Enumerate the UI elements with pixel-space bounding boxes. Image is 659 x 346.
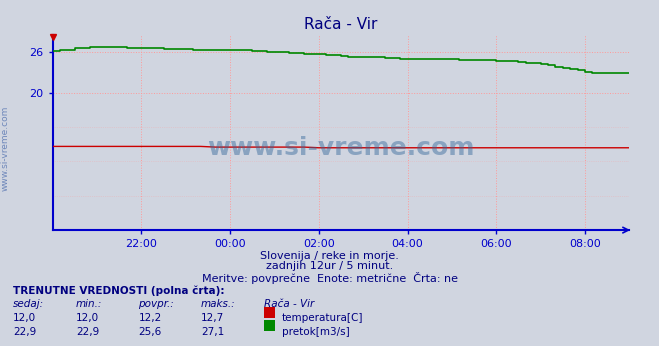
Text: 12,7: 12,7 <box>201 313 224 323</box>
Text: temperatura[C]: temperatura[C] <box>282 313 364 323</box>
Text: 22,9: 22,9 <box>76 327 99 337</box>
Text: povpr.:: povpr.: <box>138 299 174 309</box>
Text: 22,9: 22,9 <box>13 327 36 337</box>
Text: Slovenija / reke in morje.: Slovenija / reke in morje. <box>260 251 399 261</box>
Text: 12,0: 12,0 <box>13 313 36 323</box>
Text: min.:: min.: <box>76 299 102 309</box>
Text: sedaj:: sedaj: <box>13 299 44 309</box>
Text: 12,0: 12,0 <box>76 313 99 323</box>
Text: pretok[m3/s]: pretok[m3/s] <box>282 327 350 337</box>
Text: maks.:: maks.: <box>201 299 236 309</box>
Text: TRENUTNE VREDNOSTI (polna črta):: TRENUTNE VREDNOSTI (polna črta): <box>13 285 225 296</box>
Text: 27,1: 27,1 <box>201 327 224 337</box>
Title: Rača - Vir: Rača - Vir <box>304 17 378 32</box>
Text: 25,6: 25,6 <box>138 327 161 337</box>
Text: 12,2: 12,2 <box>138 313 161 323</box>
Text: www.si-vreme.com: www.si-vreme.com <box>208 136 474 160</box>
Text: zadnjih 12ur / 5 minut.: zadnjih 12ur / 5 minut. <box>266 261 393 271</box>
Text: Rača - Vir: Rača - Vir <box>264 299 314 309</box>
Text: Meritve: povprečne  Enote: metrične  Črta: ne: Meritve: povprečne Enote: metrične Črta:… <box>202 272 457 284</box>
Text: www.si-vreme.com: www.si-vreme.com <box>1 106 10 191</box>
